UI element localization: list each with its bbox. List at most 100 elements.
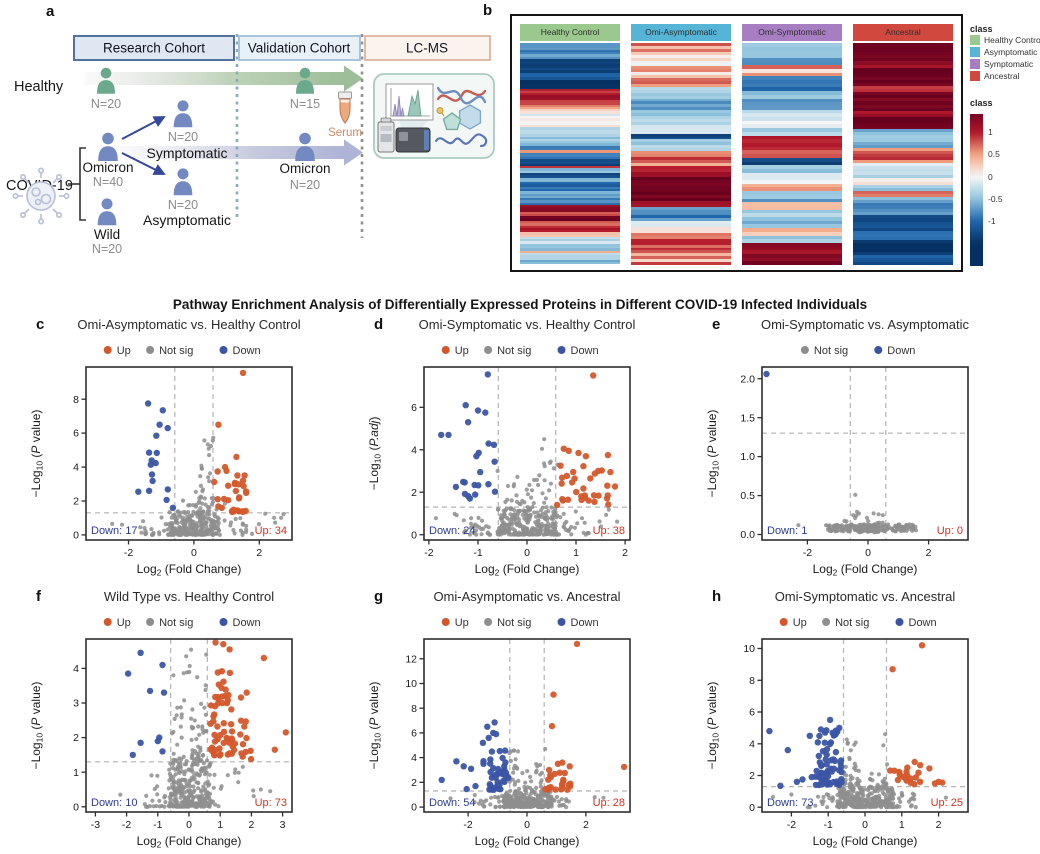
colorbar-tick-label: 0.5 <box>988 149 1000 160</box>
heatmap-column-body <box>520 43 620 265</box>
heatmap-column-1: Healthy Control <box>520 24 620 265</box>
svg-text:Not sig: Not sig <box>497 617 531 629</box>
figure-title: Pathway Enrichment Analysis of Different… <box>172 297 868 312</box>
heatmap-column-body <box>631 43 731 266</box>
down-count-label: Down: 10 <box>91 797 137 809</box>
svg-text:0: 0 <box>411 802 417 814</box>
x-axis-label: Log2 (Fold Change) <box>475 834 580 850</box>
scatter-notsig <box>110 435 286 537</box>
colorbar-gradient <box>970 114 983 266</box>
heatmap-column-body <box>742 43 842 266</box>
lcms-illustration <box>373 73 495 159</box>
up-count-label: Up: 34 <box>255 525 287 537</box>
scatter-up <box>207 639 289 763</box>
svg-text:2: 2 <box>411 487 417 499</box>
svg-text:10: 10 <box>405 678 417 690</box>
legend-dot <box>484 346 493 354</box>
heatmap-column-header: Ancestral <box>853 24 953 41</box>
svg-text:Down: Down <box>571 345 599 357</box>
down-count-label: Down: 54 <box>429 797 475 809</box>
panel-g-title: Omi-Asymptomatic vs. Ancestral <box>433 589 621 604</box>
svg-text:1.0: 1.0 <box>740 451 755 463</box>
svg-text:8: 8 <box>73 394 79 406</box>
volcano-chart-d: Up Not sig Down -2 -1 0 1 2 0 2 4 6 Log2 (Fold Chang… <box>367 345 631 578</box>
up-count-label: Up: 38 <box>593 525 625 537</box>
svg-text:1: 1 <box>573 547 579 559</box>
panel-g-label: g <box>374 588 384 605</box>
svg-text:4: 4 <box>73 663 79 675</box>
research-cohort-header: Research Cohort <box>73 35 235 61</box>
svg-text:6: 6 <box>749 707 755 719</box>
arrow-to-symptomatic <box>121 116 166 140</box>
volcano-chart-c: Up Not sig Down -2 0 2 0 2 4 6 8 Log2 (Fold Change)… <box>29 345 293 578</box>
symptomatic-label: Symptomatic <box>147 145 228 161</box>
scatter-up <box>553 372 619 509</box>
svg-text:2: 2 <box>749 770 755 782</box>
svg-text:0: 0 <box>411 529 417 541</box>
legend-dot <box>895 618 904 626</box>
scatter-down <box>763 370 770 378</box>
colorbar-tick-label: 0 <box>988 171 993 182</box>
volcano-legend: Up Not sig Down <box>103 345 261 357</box>
class-legend-items: Healthy Control Asymptomatic Symptomatic An… <box>970 34 1040 82</box>
svg-text:1.5: 1.5 <box>740 412 755 424</box>
svg-text:4: 4 <box>411 752 417 764</box>
x-axis: -2 0 2 <box>124 540 262 559</box>
svg-text:8: 8 <box>411 703 417 715</box>
svg-text:0.0: 0.0 <box>740 529 755 541</box>
legend-dot <box>484 618 493 626</box>
colorbar-tick-label: 1 <box>988 126 993 137</box>
wild-n: N=20 <box>92 242 122 256</box>
legend-dot <box>146 346 155 354</box>
svg-text:0: 0 <box>524 819 530 831</box>
protein-squiggle-icon <box>434 133 488 148</box>
heatmap-column-header: Omi-Asymptomatic <box>631 24 731 41</box>
svg-text:Not sig: Not sig <box>835 617 869 629</box>
y-axis-label: −Log10 (P value) <box>29 410 45 498</box>
volcano-legend: Up Not sig Down <box>103 617 261 629</box>
x-axis-label: Log2 (Fold Change) <box>813 834 918 850</box>
scatter-notsig <box>118 647 273 809</box>
healthy-row-label: Healthy <box>14 79 64 95</box>
heatmap-column-header: Healthy Control <box>520 24 620 41</box>
svg-text:4: 4 <box>749 738 755 750</box>
omicron-person-icon <box>98 132 118 161</box>
colorbar-tick-label: -1 <box>988 216 996 227</box>
legend-dot <box>146 618 155 626</box>
scatter-notsig <box>796 492 919 535</box>
svg-text:0: 0 <box>186 819 192 831</box>
svg-text:Up: Up <box>117 345 131 357</box>
y-axis: 0 2 4 6 8 10 <box>743 643 762 814</box>
x-axis: -2 -1 0 1 2 <box>424 540 628 559</box>
heatmap-box: Healthy Control Omi-Asymptomatic Omi-Sympt… <box>510 14 963 272</box>
volcano-panel-f: f Wild Type vs. Healthy Control Up Not si… <box>24 588 360 854</box>
volcano-panel-e: e Omi-Symptomatic vs. Asymptomatic Not s… <box>700 316 1036 582</box>
svg-text:2: 2 <box>256 547 262 559</box>
svg-text:LC-MS: LC-MS <box>406 41 448 56</box>
scatter-down <box>438 719 512 793</box>
down-count-label: Down: 24 <box>429 525 475 537</box>
scatter-down <box>124 649 168 759</box>
healthy-flow-arrow <box>84 65 363 92</box>
volcano-legend: Up Not sig Down <box>441 617 599 629</box>
svg-text:2: 2 <box>936 819 942 831</box>
legend-swatch <box>970 59 980 69</box>
volcano-chart-f: Up Not sig Down -3 -2 -1 0 1 2 3 0 1 2 3 4 Log2 (Fold C… <box>29 617 293 850</box>
svg-text:0: 0 <box>73 801 79 813</box>
legend-swatch <box>970 71 980 81</box>
y-axis-label: −Log10 (P value) <box>705 682 721 770</box>
asymptomatic-label: Asymptomatic <box>143 212 231 228</box>
svg-text:-2: -2 <box>787 819 796 831</box>
healthy-validation-n: N=15 <box>290 97 320 111</box>
svg-text:Not sig: Not sig <box>814 345 848 357</box>
validation-cohort-header: Validation Cohort <box>238 35 361 61</box>
panel-e-title: Omi-Symptomatic vs. Asymptomatic <box>760 317 970 332</box>
scatter-down <box>766 716 845 789</box>
class-legend-item: Ancestral <box>970 70 1040 82</box>
svg-text:-2: -2 <box>463 819 472 831</box>
volcano-panel-c: c Omi-Asymptomatic vs. Healthy Control U… <box>24 316 360 582</box>
x-axis-label: Log2 (Fold Change) <box>137 834 242 850</box>
svg-text:6: 6 <box>73 428 79 440</box>
y-axis-label: −Log10 (P value) <box>29 682 45 770</box>
colorbar-title: class <box>970 98 993 108</box>
